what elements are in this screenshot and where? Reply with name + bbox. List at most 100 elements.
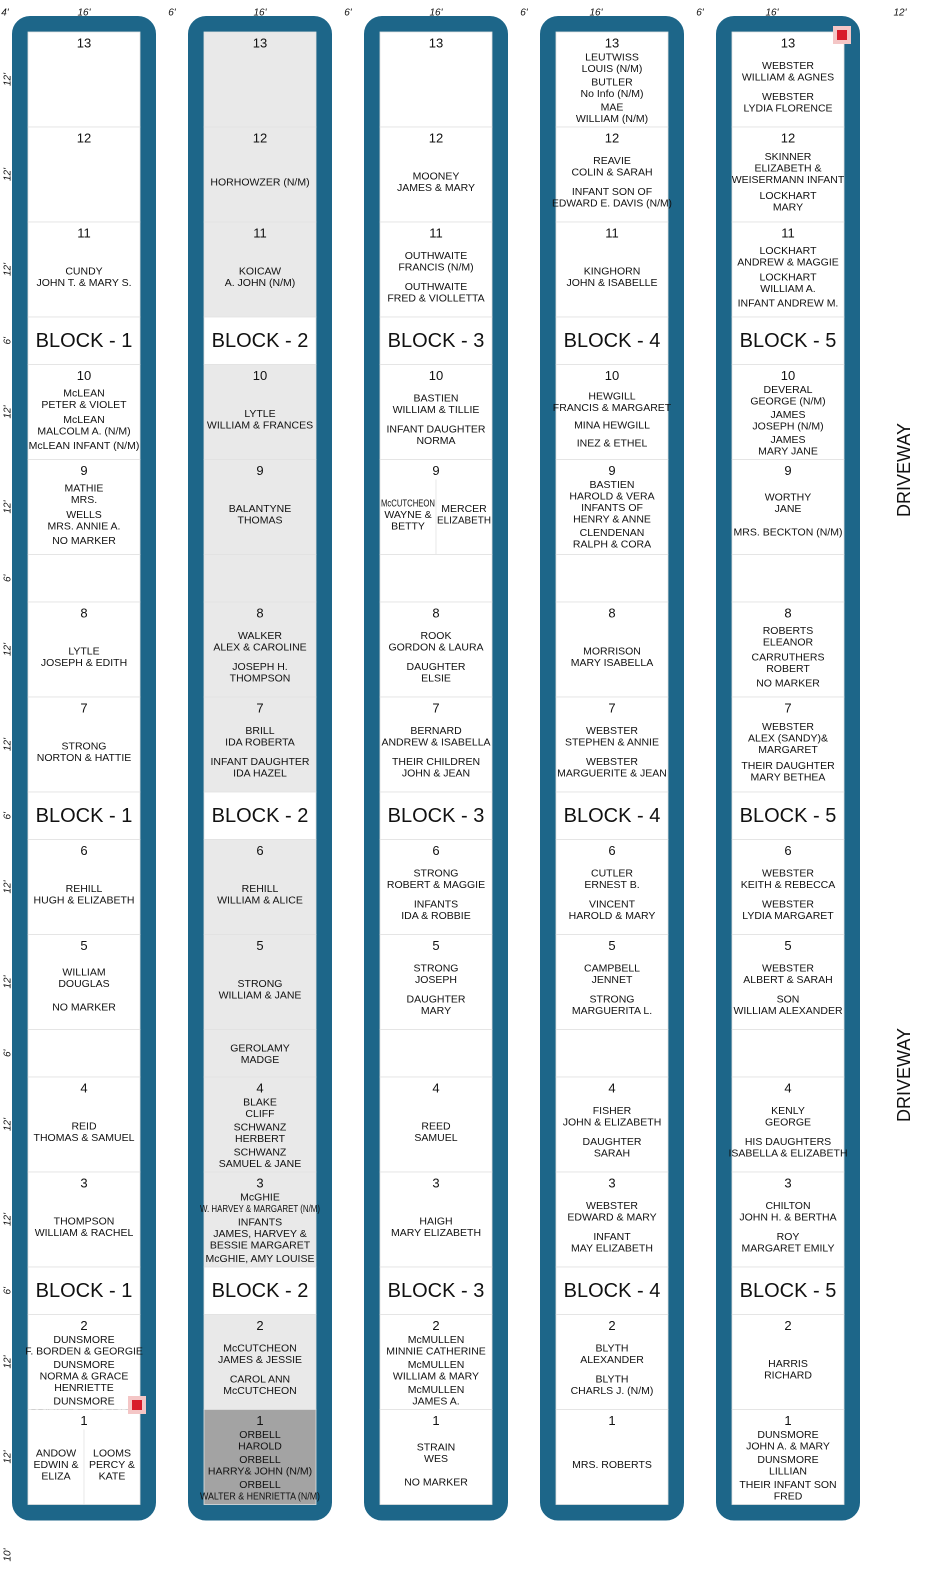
name-line: REHILL xyxy=(66,883,103,895)
name-line: CLIFF xyxy=(245,1108,274,1120)
name-line: CUNDY xyxy=(65,266,102,278)
plot-number: 11 xyxy=(781,225,795,240)
row-background xyxy=(555,1029,669,1078)
plot-number: 10 xyxy=(605,368,619,383)
plot-number: 7 xyxy=(256,700,263,715)
block-row: BLOCK - 5 xyxy=(731,791,845,840)
plot-number: 3 xyxy=(432,1175,439,1190)
plot-number: 2 xyxy=(608,1318,615,1333)
name-line: HERBERT xyxy=(235,1133,286,1145)
name-line: ELEANOR xyxy=(763,636,814,648)
name-line: THEIR CHILDREN xyxy=(392,756,480,768)
name-line: KINGHORN xyxy=(584,266,641,278)
name-line: ERNEST B. xyxy=(584,879,639,891)
name-line: RALPH & CORA xyxy=(573,539,651,551)
name-line: A. JOHN (N/M) xyxy=(225,277,296,289)
name-line: McMULLEN xyxy=(408,1334,465,1346)
name-line: FRED xyxy=(774,1491,803,1503)
name-line: NO MARKER xyxy=(52,535,116,547)
dimension-label: 6' xyxy=(3,573,14,582)
row-background xyxy=(379,1409,493,1505)
name-line: MARGARET xyxy=(758,744,818,756)
block-row: BLOCK - 4 xyxy=(555,1266,669,1315)
dimension-label: 6' xyxy=(520,8,529,19)
plot-row xyxy=(379,554,493,603)
name-line: INFANTS xyxy=(238,1217,282,1229)
name-line: GEORGE xyxy=(765,1116,811,1128)
name-line: CHILTON xyxy=(765,1200,810,1212)
driveway-label: DRIVEWAY xyxy=(894,423,914,517)
row-background xyxy=(27,839,141,935)
name-line: OUTHWAITE xyxy=(405,281,468,293)
dimension-label: 6' xyxy=(3,336,14,345)
name-line: INFANT DAUGHTER xyxy=(211,756,310,768)
name-line: FISHER xyxy=(593,1105,632,1117)
name-line: STRAIN xyxy=(417,1441,456,1453)
row-background xyxy=(203,934,317,1030)
name-line: DUNSMORE xyxy=(53,1359,114,1371)
block-row: BLOCK - 2 xyxy=(203,1266,317,1315)
name-line: BESSIE MARGARET xyxy=(210,1240,311,1252)
name-line: JOSEPH H. xyxy=(232,661,287,673)
name-line: EDWARD E. DAVIS (N/M) xyxy=(552,198,672,210)
plot-number: 8 xyxy=(432,605,439,620)
plot-number: 1 xyxy=(432,1413,439,1428)
block-label: BLOCK - 3 xyxy=(388,805,485,827)
name-line: ORBELL xyxy=(239,1454,281,1466)
name-line: ALBERT & SARAH xyxy=(743,974,832,986)
name-line: SAMUEL & JANE xyxy=(219,1158,301,1170)
row-background xyxy=(379,1076,493,1173)
name-line: MARY BETHEA xyxy=(751,772,826,784)
plot-number: 10 xyxy=(253,368,267,383)
name-line: McLEAN xyxy=(63,387,104,399)
name-line: LYTLE xyxy=(68,646,99,658)
dimension-label: 16' xyxy=(429,8,443,19)
name-line: WEBSTER xyxy=(762,91,814,103)
name-line: STRONG xyxy=(590,994,635,1006)
name-line: WILLIAM ALEXANDER xyxy=(733,1005,843,1017)
name-line: WORTHY xyxy=(765,491,811,503)
name-line: JANE xyxy=(775,503,802,515)
name-line: CUTLER xyxy=(591,867,633,879)
block-label: BLOCK - 1 xyxy=(36,1280,133,1302)
plot-row xyxy=(27,1029,141,1078)
name-line: DEVERAL xyxy=(763,384,812,396)
name-line: ROBERTS xyxy=(763,625,814,637)
name-line: KOICAW xyxy=(239,266,281,278)
name-line: WILLIAM & AGNES xyxy=(742,71,834,83)
row-background xyxy=(731,316,845,365)
plot-row: 12 xyxy=(27,126,141,223)
plot-number: 11 xyxy=(253,225,267,240)
row-background xyxy=(731,31,845,128)
row-background xyxy=(203,364,317,460)
dimension-label: 12' xyxy=(3,404,14,418)
row-background xyxy=(555,1076,669,1173)
plot-number: 5 xyxy=(608,938,615,953)
name-line: LYDIA FLORENCE xyxy=(743,103,832,115)
row-background xyxy=(203,1029,317,1078)
name-line: McCUTCHEON xyxy=(223,1342,297,1354)
name-line: NORMA xyxy=(416,435,455,447)
name-line: REED xyxy=(421,1121,451,1133)
plot-number: 4 xyxy=(80,1080,87,1095)
block-label: BLOCK - 5 xyxy=(740,330,837,352)
plot-number: 3 xyxy=(80,1175,87,1190)
plot-number: 9 xyxy=(80,463,87,478)
name-line: ANDREW & MAGGIE xyxy=(737,256,839,268)
plot-number: 6 xyxy=(784,843,791,858)
name-line: INEZ & ETHEL xyxy=(577,437,648,449)
plot-row xyxy=(203,554,317,603)
name-line: WALKER xyxy=(238,630,282,642)
plot-number: 11 xyxy=(77,225,91,240)
row-background xyxy=(731,696,845,793)
plot-number: 6 xyxy=(80,843,87,858)
name-line: DUNSMORE xyxy=(757,1454,818,1466)
name-line: ANDOW xyxy=(36,1447,76,1459)
